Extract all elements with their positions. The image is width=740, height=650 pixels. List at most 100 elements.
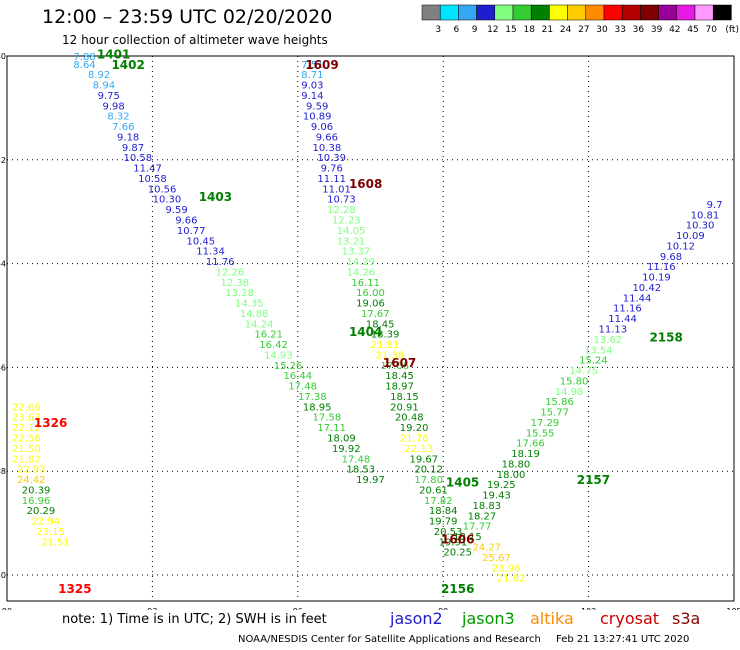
wave-height-point: 14.24 (245, 319, 274, 330)
wave-height-point: 18.83 (472, 501, 501, 512)
legend-bin-label: 45 (687, 25, 698, 35)
wave-height-point: 15.80 (560, 376, 589, 387)
wave-height-point: 10.58 (138, 174, 167, 185)
wave-height-point: 9.98 (102, 101, 124, 112)
plot-frame (6, 55, 735, 602)
legend-unit: (ft) (725, 25, 739, 35)
wave-height-point: 23.63 (12, 413, 41, 424)
wave-height-point: 9.59 (306, 101, 328, 112)
wave-height-point: 23.96 (492, 563, 521, 574)
wave-height-point: 20.29 (27, 506, 56, 517)
wave-height-point: 9.68 (660, 252, 682, 263)
wave-height-point: 14.05 (337, 226, 366, 237)
y-tick-label: -50 (0, 571, 6, 580)
wave-height-point: 8.64 (73, 60, 95, 71)
wave-height-point: 20.25 (443, 548, 472, 559)
wave-height-point: 11.47 (133, 164, 162, 175)
wave-height-point: 18.80 (502, 459, 531, 470)
wave-height-point: 23.15 (36, 527, 65, 538)
sat-label-jason2: jason2 (390, 609, 443, 628)
wave-height-point: 16.21 (254, 330, 283, 341)
wave-height-point: 12.28 (327, 205, 356, 216)
track-time-label: 1403 (199, 190, 232, 204)
timestamp-text: Feb 21 13:27:41 UTC 2020 (556, 634, 690, 645)
legend-swatch (712, 4, 732, 21)
wave-height-point: 22.56 (12, 434, 41, 445)
wave-height-point: 7.51 (301, 60, 323, 71)
wave-height-point: 18.27 (468, 511, 497, 522)
wave-height-point: 13.54 (584, 345, 613, 356)
wave-height-point: 18.19 (511, 449, 540, 460)
wave-height-point: 20.12 (414, 465, 443, 476)
wave-height-point: 13.62 (594, 335, 623, 346)
chart-title: 12:00 – 23:59 UTC 02/20/2020 (42, 6, 333, 28)
wave-height-point: 17.82 (424, 496, 453, 507)
track-time-label: 1326 (34, 416, 67, 430)
wave-height-point: 9.14 (301, 91, 323, 102)
wave-height-point: 8.94 (93, 81, 115, 92)
wave-height-point: 14.88 (240, 309, 269, 320)
wave-height-point: 20.53 (434, 527, 463, 538)
wave-height-point: 11.34 (196, 247, 225, 258)
wave-height-point: 9.66 (175, 216, 197, 227)
wave-height-point: 9.66 (316, 132, 338, 143)
y-tick-label: -44 (0, 260, 6, 269)
wave-height-point: 22.12 (12, 423, 41, 434)
track-time-label: 1404 (349, 325, 382, 339)
wave-height-point: 7.88 (73, 52, 95, 63)
x-tick-label: 96 (293, 607, 303, 610)
wave-height-point: 15.86 (545, 397, 574, 408)
wave-height-point: 9.87 (122, 143, 144, 154)
track-time-label: 2157 (577, 473, 610, 487)
wave-height-point: 13.21 (337, 236, 366, 247)
wave-height-point: 21.50 (12, 444, 41, 455)
wave-height-point: 11.13 (599, 325, 628, 336)
wave-height-point: 16.11 (351, 278, 380, 289)
wave-height-point: 9.06 (311, 122, 333, 133)
wave-height-point: 17.77 (463, 522, 492, 533)
wave-height-point: 16.00 (356, 288, 385, 299)
sat-label-altika: altika (530, 609, 574, 628)
wave-height-point: 16.44 (283, 371, 312, 382)
wave-height-point: 10.30 (686, 221, 715, 232)
wave-height-point: 17.67 (361, 309, 390, 320)
wave-height-point: 10.39 (317, 153, 346, 164)
wave-height-point: 10.58 (124, 153, 153, 164)
wave-height-point: 14.29 (346, 257, 375, 268)
wave-height-point: 10.89 (303, 112, 332, 123)
wave-height-point: 12.38 (220, 278, 249, 289)
legend-bin-label: 21 (542, 25, 553, 35)
wave-height-point: 10.56 (148, 184, 177, 195)
wave-height-point: 18.84 (429, 506, 458, 517)
wave-height-point: 17.66 (380, 361, 409, 372)
wave-height-point: 11.16 (647, 262, 676, 273)
wave-height-point: 19.20 (400, 423, 429, 434)
wave-height-point: 20.48 (395, 413, 424, 424)
legend-bin-label: 18 (523, 25, 535, 35)
track-time-label: 1325 (58, 582, 91, 596)
wave-height-point: 10.42 (632, 283, 661, 294)
wave-height-point: 11.44 (608, 314, 637, 325)
wave-height-point: 13.28 (225, 288, 254, 299)
wave-height-point: 8.32 (107, 112, 129, 123)
wave-height-point: 19.92 (332, 444, 361, 455)
x-tick-label: 90 (2, 607, 12, 610)
wave-height-point: 19.97 (356, 475, 385, 486)
wave-height-point: 22.94 (31, 517, 60, 528)
y-tick-label: -46 (0, 363, 6, 372)
track-time-label: 1401 (97, 47, 130, 61)
wave-height-point: 11.76 (206, 257, 235, 268)
y-tick-label: -40 (0, 52, 6, 61)
wave-height-point: 11.01 (322, 184, 351, 195)
wave-height-point: 11.11 (317, 174, 346, 185)
track-time-label: 2156 (441, 582, 474, 596)
wave-height-point: 10.45 (187, 236, 216, 247)
wave-height-point: 13.37 (342, 247, 371, 258)
x-tick-label: 93 (147, 607, 157, 610)
wave-height-point: 19.06 (356, 299, 385, 310)
wave-height-point: 10.12 (666, 241, 695, 252)
wave-height-point: 17.38 (298, 392, 327, 403)
track-time-label: 1607 (383, 356, 416, 370)
track-time-label: 1402 (111, 58, 144, 72)
wave-height-point: 11.16 (613, 304, 642, 315)
